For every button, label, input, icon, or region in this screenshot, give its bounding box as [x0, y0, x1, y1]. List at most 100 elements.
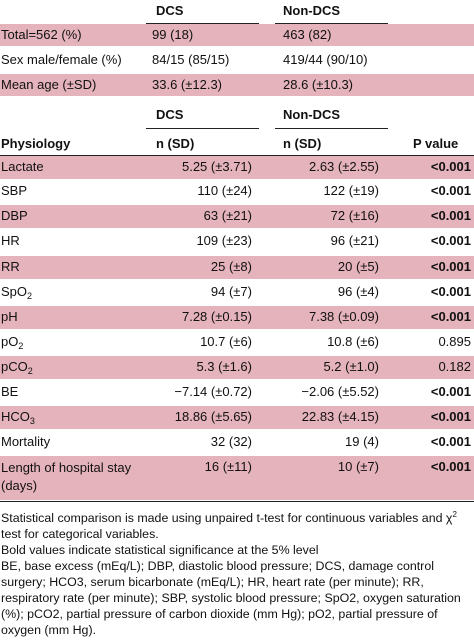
table-notes: Statistical comparison is made using unp… [1, 507, 473, 638]
p-value: <0.001 [430, 309, 471, 324]
p-value: <0.001 [430, 434, 471, 449]
row-label: Mean age (±SD) [1, 77, 97, 92]
table-row: pCO2 5.3 (±1.6) 5.2 (±1.0) 0.182 [0, 356, 474, 379]
row-label: DBP [1, 208, 28, 223]
non-dcs-value: 10 (±7) [337, 459, 379, 474]
non-dcs-value: 10.8 (±6) [327, 334, 379, 349]
dcs-value: 5.25 (±3.71) [181, 159, 252, 174]
table-row: RR 25 (±8) 20 (±5) <0.001 [0, 256, 474, 279]
dcs-value: 18.86 (±5.65) [174, 409, 252, 424]
dcs-value: 25 (±8) [210, 259, 252, 274]
row-label: Total=562 (%) [1, 27, 82, 42]
group-header-non-dcs: Non-DCS [283, 107, 341, 122]
group-rule [146, 128, 259, 129]
col-header-non-dcs-n: n (SD) [283, 136, 322, 151]
row-label-subscript: 2 [27, 366, 33, 376]
table-row: BE −7.14 (±0.72) −2.06 (±5.52) <0.001 [0, 381, 474, 404]
notes-abbreviations: BE, base excess (mEq/L); DBP, diastolic … [1, 559, 461, 638]
p-value: <0.001 [430, 284, 471, 299]
table-row: Mean age (±SD) 33.6 (±12.3) 28.6 (±10.3) [0, 74, 474, 96]
table-row: Mortality 32 (32) 19 (4) <0.001 [0, 431, 474, 454]
dcs-value: 16 (±11) [204, 459, 252, 474]
dcs-value: 63 (±21) [203, 208, 252, 223]
row-label: Sex male/female (%) [1, 52, 122, 67]
table-row: Sex male/female (%) 84/15 (85/15) 419/44… [0, 49, 474, 71]
p-value: <0.001 [430, 233, 471, 248]
table-row: SpO2 94 (±7) 96 (±4) <0.001 [0, 281, 474, 304]
table-row: DBP 63 (±21) 72 (±16) <0.001 [0, 205, 474, 228]
row-label: pH [1, 309, 18, 324]
col-header-dcs-n: n (SD) [156, 136, 195, 151]
p-value: <0.001 [430, 183, 471, 198]
dcs-value: 10.7 (±6) [200, 334, 252, 349]
col-header-physiology: Physiology [1, 136, 71, 151]
table-row: Length of hospital stay (days) 16 (±11) 10… [0, 456, 474, 500]
p-value: 0.895 [438, 334, 471, 349]
notes-statistics: Statistical comparison is made using unp… [1, 510, 457, 542]
p-value: 0.182 [438, 359, 471, 374]
table-header-row: DCS Non-DCS [0, 0, 474, 22]
non-dcs-value: 419/44 (90/10) [283, 52, 368, 67]
table-row: pO2 10.7 (±6) 10.8 (±6) 0.895 [0, 331, 474, 354]
non-dcs-value: −2.06 (±5.52) [301, 384, 379, 399]
non-dcs-value: 28.6 (±10.3) [283, 77, 354, 92]
non-dcs-value: 96 (±4) [337, 284, 379, 299]
dcs-value: 109 (±23) [196, 233, 252, 248]
notes-significance: Bold values indicate statistical signifi… [1, 543, 319, 558]
group-rule [275, 128, 388, 129]
dcs-value: 94 (±7) [210, 284, 252, 299]
non-dcs-value: 5.2 (±1.0) [323, 359, 379, 374]
dcs-value: 7.28 (±0.15) [181, 309, 252, 324]
non-dcs-value: 20 (±5) [337, 259, 379, 274]
col-header-p-value: P value [413, 136, 459, 151]
row-label: Length of hospital stay (days) [1, 460, 132, 493]
header-rule [275, 23, 388, 24]
row-label: BE [1, 384, 19, 399]
p-value: <0.001 [430, 384, 471, 399]
p-value: <0.001 [430, 409, 471, 424]
dcs-value: 84/15 (85/15) [152, 52, 230, 67]
table-row: Total=562 (%) 99 (18) 463 (82) [0, 24, 474, 46]
row-label-subscript: 3 [29, 416, 35, 426]
row-label: HCO3 [1, 409, 35, 426]
table-top-rule [0, 155, 474, 156]
table-row: SBP 110 (±24) 122 (±19) <0.001 [0, 180, 474, 203]
p-value: <0.001 [430, 459, 471, 474]
p-value: <0.001 [430, 208, 471, 223]
dcs-value: 110 (±24) [197, 183, 252, 198]
table-row: HR 109 (±23) 96 (±21) <0.001 [0, 230, 474, 253]
dcs-value: 5.3 (±1.6) [196, 359, 252, 374]
non-dcs-value: 463 (82) [283, 27, 332, 42]
row-label-subscript: 2 [27, 291, 33, 301]
col-header-dcs: DCS [156, 3, 184, 18]
non-dcs-value: 2.63 (±2.55) [308, 159, 379, 174]
p-value: <0.001 [430, 159, 471, 174]
non-dcs-value: 19 (4) [345, 434, 379, 449]
non-dcs-value: 96 (±21) [330, 233, 379, 248]
group-header-dcs: DCS [156, 107, 184, 122]
header-rule [146, 23, 259, 24]
row-label: Lactate [1, 159, 44, 174]
dcs-value: 99 (18) [152, 27, 194, 42]
table-row: Lactate 5.25 (±3.71) 2.63 (±2.55) <0.001 [0, 156, 474, 179]
row-label: HR [1, 233, 20, 248]
table-bottom-rule [0, 501, 474, 502]
dcs-value: −7.14 (±0.72) [174, 384, 252, 399]
non-dcs-value: 122 (±19) [323, 183, 379, 198]
row-label: pCO2 [1, 359, 33, 376]
dcs-value: 33.6 (±12.3) [152, 77, 223, 92]
table-row: HCO3 18.86 (±5.65) 22.83 (±4.15) <0.001 [0, 406, 474, 429]
dcs-value: 32 (32) [210, 434, 252, 449]
col-header-non-dcs: Non-DCS [283, 3, 341, 18]
non-dcs-value: 7.38 (±0.09) [308, 309, 379, 324]
table-row: pH 7.28 (±0.15) 7.38 (±0.09) <0.001 [0, 306, 474, 329]
row-label: SpO2 [1, 284, 33, 301]
row-label: RR [1, 259, 20, 274]
row-label: SBP [1, 183, 28, 198]
row-label: Mortality [1, 434, 51, 449]
row-label-subscript: 2 [18, 341, 24, 351]
non-dcs-value: 22.83 (±4.15) [301, 409, 379, 424]
non-dcs-value: 72 (±16) [330, 208, 379, 223]
p-value: <0.001 [430, 259, 471, 274]
